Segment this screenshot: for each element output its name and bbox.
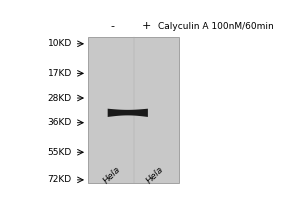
Text: Hela: Hela (102, 165, 122, 186)
Text: -: - (110, 21, 114, 31)
Text: 17KD: 17KD (47, 69, 72, 78)
Text: 28KD: 28KD (48, 94, 72, 103)
Text: Calyculin A 100nM/60min: Calyculin A 100nM/60min (158, 22, 274, 31)
Polygon shape (108, 109, 148, 117)
Text: 72KD: 72KD (48, 175, 72, 184)
Text: 36KD: 36KD (47, 118, 72, 127)
Bar (88, 37, 179, 183)
Text: Hela: Hela (145, 165, 165, 186)
Text: 10KD: 10KD (47, 39, 72, 48)
Text: +: + (142, 21, 151, 31)
Text: 55KD: 55KD (47, 148, 72, 157)
